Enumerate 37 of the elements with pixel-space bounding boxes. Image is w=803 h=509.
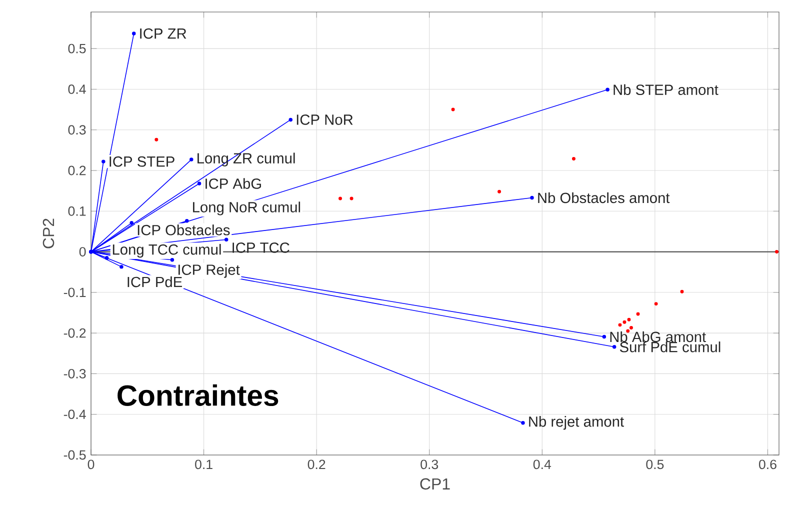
y-tick-label: 0.4 — [68, 84, 86, 94]
y-tick-label: -0.1 — [64, 288, 86, 298]
y-tick-label: -0.4 — [64, 410, 86, 420]
series-label: ICP AbG — [206, 178, 261, 189]
annotation: Contraintes — [118, 384, 278, 406]
series-label: ICP Rejet — [178, 264, 240, 278]
series-label: Long ZR cumul — [198, 152, 295, 166]
series-label: Nb AbG amont — [610, 331, 706, 342]
series-label: Nb Obstacles amont — [538, 192, 670, 204]
x-tick-label: 0.2 — [308, 460, 326, 470]
series-label: Surf PdE cumul — [620, 342, 720, 352]
x-tick-label: 0.5 — [646, 460, 664, 470]
series-label: ICP TCC — [232, 242, 290, 253]
y-tick-label: 0.3 — [68, 125, 86, 135]
series-label: ICP Obstacles — [138, 224, 230, 236]
x-tick-label: 0.4 — [533, 460, 552, 470]
series-label: Long NoR cumul — [193, 202, 300, 216]
y-tick-label: 0 — [79, 247, 86, 256]
y-axis-title: CP2 — [42, 218, 54, 248]
y-tick-label: -0.3 — [64, 368, 86, 378]
x-tick-label: 0.3 — [420, 460, 438, 470]
y-tick-label: -0.2 — [64, 328, 86, 338]
y-tick-label: 0.2 — [68, 166, 86, 176]
series-label: ICP ZR — [140, 28, 186, 39]
x-tick-label: 0.1 — [195, 460, 212, 470]
series-label: ICP PdE — [128, 276, 182, 288]
series-label: Nb rejet amont — [529, 416, 624, 430]
x-axis-title: CP1 — [420, 478, 450, 490]
series-label: ICP NoR — [296, 114, 353, 125]
series-label: Long TCC cumul — [112, 244, 221, 258]
x-tick-label: 0.6 — [758, 460, 776, 470]
y-tick-label: -0.5 — [64, 450, 86, 460]
x-tick-label: 0 — [88, 460, 94, 470]
series-label: ICP STEP — [110, 156, 174, 167]
y-tick-label: 0.5 — [68, 44, 86, 54]
y-tick-label: 0.1 — [68, 206, 86, 216]
series-label: Nb STEP amont — [614, 84, 718, 96]
